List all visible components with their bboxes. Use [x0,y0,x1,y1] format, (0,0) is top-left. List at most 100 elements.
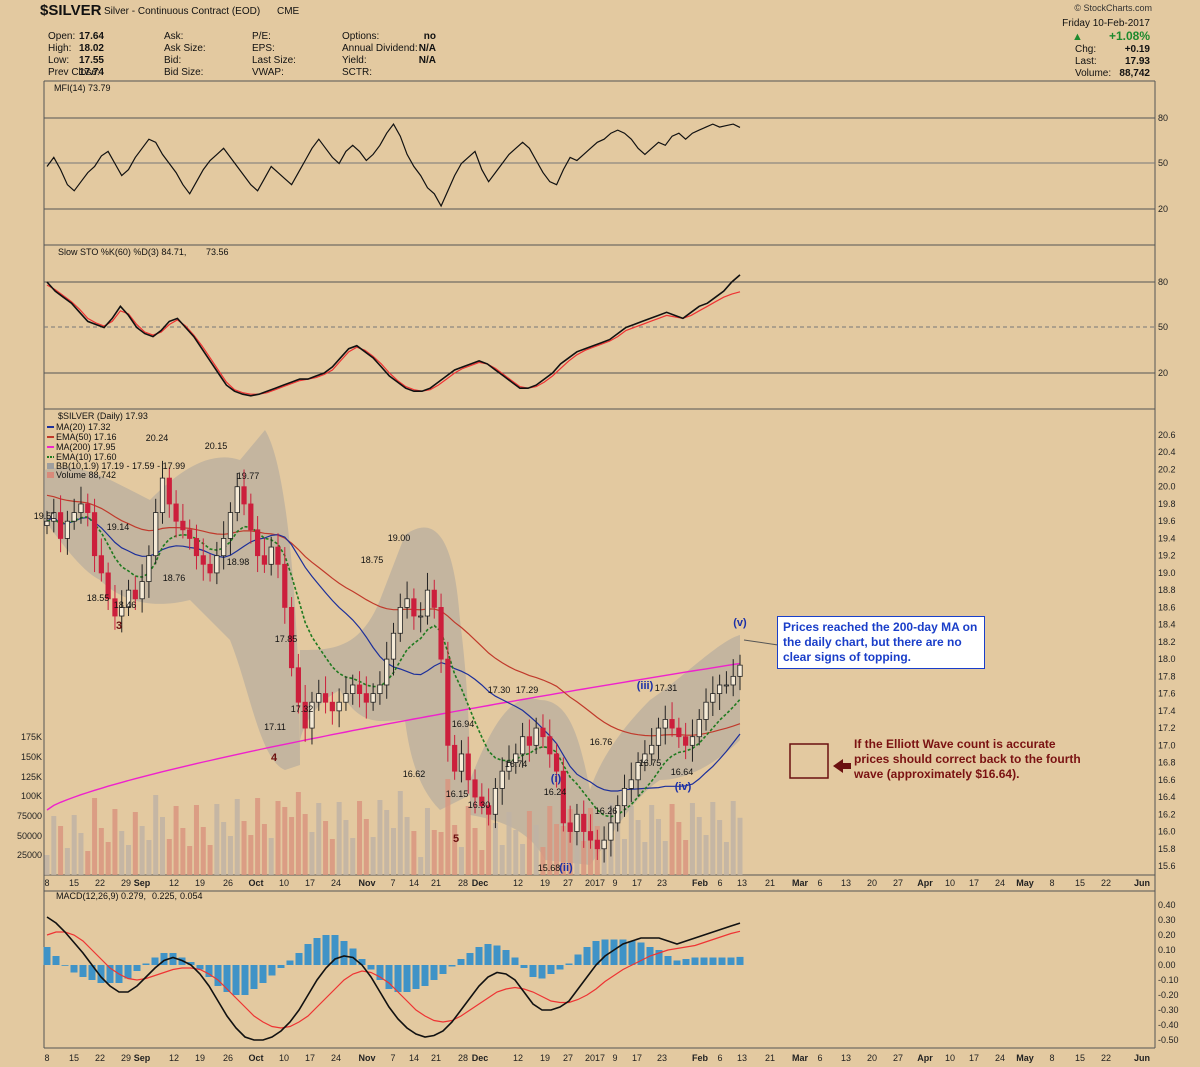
volume-bar [92,798,98,875]
candle-body [377,684,383,694]
volume-bar [275,801,281,875]
candle-body [445,658,451,746]
volume-bar [628,806,634,875]
volume-label: Volume: [1075,68,1111,79]
volume-bar [343,820,349,875]
candle-body [581,813,587,832]
candle-body [621,788,628,807]
x-axis-label: 10 [945,878,955,888]
candle-body [356,684,363,694]
macd-histogram-bar [223,965,231,992]
volume-bar [662,841,668,875]
price-label: 17.85 [275,634,298,644]
price-tick: 19.0 [1158,568,1176,578]
candle-body [547,736,553,755]
price-panel: 20.6 20.4 20.2 20.0 19.8 19.6 19.4 19.2 19.0 18.8… [17,411,1176,875]
candle-body [370,693,376,703]
candle-body [431,589,437,608]
x-axis-label: 10 [279,1053,289,1063]
macd-histogram-bar [322,935,330,965]
exchange-label: CME [277,6,300,17]
price-tick: 16.2 [1158,809,1176,819]
macd-tick: -0.30 [1158,1005,1179,1015]
macd-histogram-bar [205,965,213,977]
price-tick: 16.8 [1158,758,1176,768]
candle-body [703,701,709,720]
macd-histogram-bar [556,965,564,970]
price-tick: 19.4 [1158,533,1176,543]
candle-body [669,719,675,729]
volume-bar [200,827,206,875]
volume-bar [696,817,702,875]
macd-histogram-bar [295,953,303,965]
high-label: High: [48,43,71,54]
chg-value: +0.19 [1125,44,1151,55]
macd-histogram-bar [160,953,168,965]
macd-histogram-bar [277,965,285,968]
macd-histogram-bar [187,962,195,965]
macd-tick: 0.10 [1158,945,1176,955]
watermark: © StockCharts.com [1074,3,1152,13]
price-tick: 17.4 [1158,706,1176,716]
candle-body [662,719,668,729]
volume-tick: 175K [21,732,42,742]
price-label: 16.75 [639,758,662,768]
volume-bar [282,807,288,875]
candle-body [207,563,213,574]
price-label: 17.29 [516,685,539,695]
candle-body [458,753,465,772]
x-axis-label: Apr [917,878,933,888]
macd-histogram-bar [331,935,339,965]
price-tick: 18.8 [1158,585,1176,595]
volume-bar [323,821,329,875]
candle-body [159,477,166,513]
macd-tick: -0.10 [1158,975,1179,985]
macd-histogram-bar [268,965,276,976]
price-label: 16.74 [505,759,528,769]
candle-body [533,727,539,746]
macd-tick: -0.50 [1158,1035,1179,1045]
x-axis-lower: 8 15 22 29 Sep 12 19 26 Oct 10 17 24 Nov 7 14 21 28 Dec 12… [44,1053,1150,1063]
price-tick: 18.4 [1158,620,1176,630]
candle-body [574,813,580,832]
volume-bar [737,817,743,875]
price-label: 16.15 [446,789,469,799]
volume-bar [391,828,396,875]
volume-bar [112,809,118,875]
macd-histogram-bar [529,965,537,977]
x-axis-label: 12 [513,878,523,888]
ma20-legend: MA(20) 17.32 [56,422,111,432]
volume-bar [289,817,295,875]
x-axis-label: 27 [893,1053,903,1063]
candle-body [173,503,179,522]
volume-bar [98,828,104,875]
stochastic-d-line [46,284,741,395]
ema10-legend: EMA(10) 17.60 [56,452,117,462]
wave-label: (iv) [675,781,692,793]
volume-bar [452,825,458,875]
macd-histogram-bar [547,965,555,974]
x-axis-upper: 8 15 22 29 Sep 12 19 26 Oct 10 17 24 Nov 7 14 21 28 Dec 12… [44,878,1150,888]
x-axis-label: 17 [969,878,979,888]
volume-tick: 125K [21,772,42,782]
macd-line [46,916,741,1041]
x-axis-label: 12 [169,878,179,888]
x-axis-label: 23 [657,878,667,888]
callout-pointer [743,639,779,646]
x-axis-label: Nov [358,878,375,888]
price-tick: 20.4 [1158,447,1176,457]
x-axis-label: Apr [917,1053,933,1063]
volume-bar [58,826,64,875]
candle-body [615,805,621,824]
volume-bar [329,839,335,875]
price-label: 19.77 [237,471,260,481]
x-axis-label: 17 [305,878,315,888]
macd-histogram-bar [439,965,447,974]
price-tick: 18.6 [1158,602,1176,612]
macd-histogram-bar [196,965,204,970]
x-axis-label: 24 [995,878,1005,888]
macd-histogram-bar [88,965,96,980]
x-axis-label: 10 [279,878,289,888]
volume-tick: 100K [21,791,42,801]
volume-bar [520,844,526,875]
